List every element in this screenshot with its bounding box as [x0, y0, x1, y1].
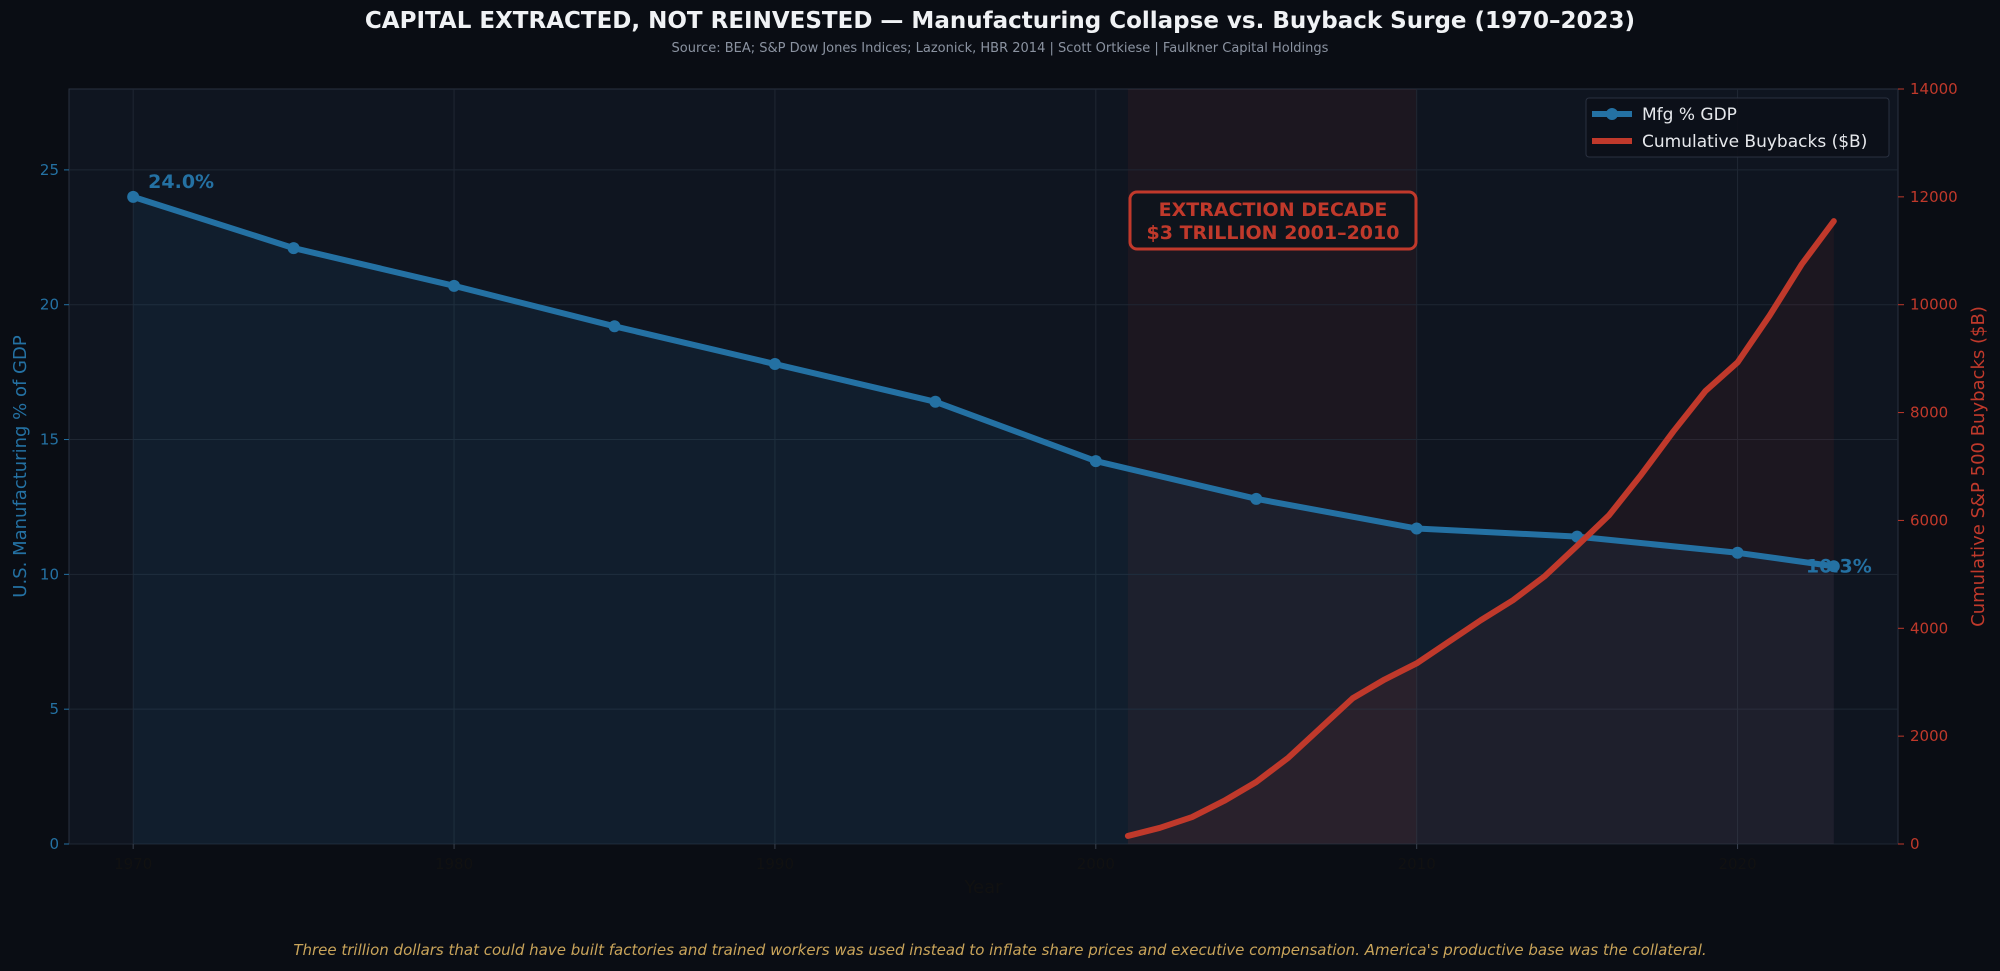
y-axis-left-label: U.S. Manufacturing % of GDP [10, 335, 31, 598]
y-right-tick-label: 4000 [1910, 619, 1948, 637]
mfg-points [127, 190, 1840, 573]
y-axis-left: 0 5 10 15 20 25 [40, 161, 69, 853]
x-axis-label: Year [963, 877, 1003, 898]
y-right-tick-label: 0 [1910, 835, 1920, 853]
end-value-label: 10.3% [1806, 555, 1872, 577]
y-right-tick-label: 6000 [1910, 511, 1948, 529]
y-right-tick-label: 14000 [1910, 80, 1958, 98]
mfg-point [929, 395, 942, 408]
mfg-point [608, 320, 621, 333]
y-left-tick-label: 25 [40, 161, 59, 179]
mfg-point [1827, 560, 1840, 573]
y-left-tick-label: 0 [49, 835, 59, 853]
y-left-tick-label: 20 [40, 296, 59, 314]
mfg-point [1089, 455, 1102, 468]
chart-subtitle: Source: BEA; S&P Dow Jones Indices; Lazo… [671, 41, 1329, 56]
extraction-decade-annotation: EXTRACTION DECADE$3 TRILLION 2001–2010 [1128, 190, 1418, 251]
chart-title: CAPITAL EXTRACTED, NOT REINVESTED — Manu… [364, 8, 1636, 34]
y-right-tick-label: 10000 [1910, 296, 1958, 314]
legend-box [1585, 97, 1890, 158]
x-tick-label: 1990 [756, 855, 794, 873]
annotation-line-1: EXTRACTION DECADE [1159, 199, 1388, 221]
y-right-tick-label: 2000 [1910, 727, 1948, 745]
mfg-point [1410, 522, 1423, 535]
start-value-label: 24.0% [148, 171, 214, 193]
legend-marker-mfg [1606, 108, 1618, 120]
mfg-point [448, 279, 461, 292]
mfg-point [768, 358, 781, 371]
x-tick-label: 2000 [1077, 855, 1115, 873]
mfg-area [133, 196, 1834, 844]
mfg-line [130, 193, 1837, 570]
x-tick-label: 1980 [435, 855, 473, 873]
y-right-tick-label: 12000 [1910, 188, 1958, 206]
gridlines [69, 89, 1898, 845]
y-axis-right-label: Cumulative S&P 500 Buybacks ($B) [1968, 306, 1989, 627]
y-left-tick-label: 15 [40, 431, 59, 449]
x-axis: 1970 1980 1990 2000 2010 2020 [114, 844, 1757, 873]
y-right-tick-label: 8000 [1910, 404, 1948, 422]
y-left-tick-label: 5 [49, 700, 59, 718]
buybacks-area [1127, 221, 1834, 844]
annotation-box [1128, 190, 1418, 251]
legend-label-buybacks: Cumulative Buybacks ($B) [1642, 132, 1867, 152]
mfg-point [287, 242, 300, 255]
footer-caption: Three trillion dollars that could have b… [293, 941, 1707, 959]
x-tick-label: 1970 [114, 855, 152, 873]
annotation-line-2: $3 TRILLION 2001–2010 [1147, 222, 1400, 244]
legend-label-mfg: Mfg % GDP [1642, 105, 1737, 125]
legend: Mfg % GDP Cumulative Buybacks ($B) [1585, 97, 1890, 158]
buybacks-line [1124, 218, 1837, 839]
x-tick-label: 2010 [1398, 855, 1436, 873]
mfg-point [1731, 546, 1744, 559]
y-left-tick-label: 10 [40, 565, 59, 583]
mfg-point [1250, 492, 1263, 505]
plot-area [68, 88, 1899, 845]
x-tick-label: 2020 [1718, 855, 1756, 873]
y-axis-right: 0 2000 4000 6000 8000 10000 12000 14000 [1898, 80, 1958, 853]
mfg-point [127, 190, 140, 203]
